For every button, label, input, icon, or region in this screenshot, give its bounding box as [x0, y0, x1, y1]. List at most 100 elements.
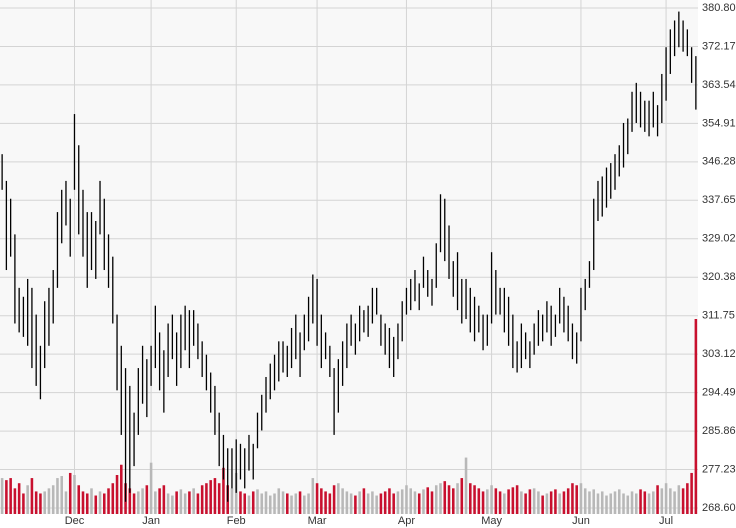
- volume-bar: [175, 491, 178, 514]
- volume-bar: [324, 491, 327, 514]
- y-tick-label: 354.91: [702, 117, 736, 129]
- volume-bar: [498, 491, 502, 514]
- y-tick-label: 303.12: [702, 348, 736, 360]
- volume-bar: [98, 491, 102, 514]
- volume-bar: [9, 478, 12, 514]
- volume-bar: [558, 493, 561, 514]
- volume-bar: [209, 480, 212, 514]
- volume-bar: [213, 478, 217, 514]
- volume-bar: [503, 493, 506, 514]
- x-tick-label: Dec: [65, 515, 85, 527]
- volume-bar: [264, 491, 268, 514]
- volume-bar: [537, 491, 540, 514]
- volume-bar: [328, 493, 332, 514]
- volume-bar: [451, 488, 455, 514]
- volume-bar: [439, 483, 442, 514]
- x-tick-label: Jul: [659, 515, 673, 527]
- volume-bar: [102, 493, 106, 514]
- volume-bar: [320, 488, 323, 514]
- volume-bar: [268, 495, 272, 514]
- volume-bar: [34, 491, 38, 514]
- volume-bar: [171, 495, 174, 514]
- volume-bar: [349, 493, 353, 514]
- volume-bar: [375, 495, 378, 514]
- volume-bar: [247, 495, 251, 514]
- volume-bar: [205, 483, 208, 514]
- volume-bar: [464, 457, 468, 514]
- volume-bar: [366, 493, 370, 514]
- volume-bar: [694, 319, 698, 514]
- volume-bar: [354, 495, 357, 514]
- volume-bar: [179, 489, 183, 514]
- volume-bar: [30, 478, 34, 514]
- volume-bar: [128, 488, 132, 514]
- volume-bar: [188, 491, 191, 514]
- volume-bar: [566, 488, 570, 514]
- volume-bar: [507, 489, 510, 514]
- volume-bar: [613, 491, 617, 514]
- volume-bar: [460, 478, 464, 514]
- volume-bar: [681, 488, 685, 514]
- volume-bar: [660, 488, 664, 514]
- volume-bar: [17, 483, 21, 514]
- volume-bar: [217, 483, 221, 514]
- volume-bar: [443, 481, 447, 514]
- volume-bar: [609, 493, 613, 514]
- y-tick-label: 372.17: [702, 40, 736, 52]
- volume-bar: [81, 491, 85, 514]
- volume-bar: [400, 489, 404, 514]
- volume-bar: [137, 491, 140, 514]
- volume-bar: [162, 485, 166, 514]
- volume-bar: [490, 485, 493, 514]
- y-tick-label: 311.75: [702, 310, 735, 322]
- volume-bar: [273, 493, 276, 514]
- volume-bar: [643, 491, 647, 514]
- volume-bar: [664, 483, 668, 514]
- volume-bar: [362, 488, 366, 514]
- volume-bar: [447, 485, 451, 514]
- volume-bar: [294, 493, 298, 514]
- volume-bar: [0, 478, 4, 514]
- volume-bar: [605, 495, 608, 514]
- volume-bar: [341, 488, 344, 514]
- volume-bar: [115, 475, 119, 514]
- volume-bar: [277, 488, 281, 514]
- volume-bar: [303, 495, 306, 514]
- volume-bar: [409, 488, 412, 514]
- plot-area: [0, 0, 698, 514]
- volume-bar: [192, 488, 195, 514]
- volume-bar: [652, 491, 655, 514]
- y-tick-label: 320.38: [702, 271, 736, 283]
- volume-bar: [77, 485, 81, 514]
- volume-bar: [630, 491, 634, 514]
- volume-bar: [145, 485, 149, 514]
- volume-bar: [677, 485, 681, 514]
- volume-bar: [511, 487, 515, 514]
- volume-bar: [579, 483, 583, 514]
- y-tick-label: 337.65: [702, 194, 736, 206]
- volume-bar: [166, 493, 170, 514]
- volume-bar: [73, 475, 76, 514]
- y-tick-label: 294.49: [702, 387, 736, 399]
- volume-bar: [60, 476, 63, 514]
- volume-bar: [396, 491, 400, 514]
- volume-bar: [417, 493, 421, 514]
- volume-bar: [469, 483, 472, 514]
- volume-bar: [434, 485, 438, 514]
- volume-bar: [311, 478, 315, 514]
- y-tick-label: 363.54: [702, 79, 736, 91]
- volume-bar: [230, 488, 234, 514]
- volume-bar: [298, 491, 302, 514]
- volume-bar: [239, 491, 242, 514]
- volume-bar: [545, 493, 549, 514]
- volume-bar: [90, 488, 93, 514]
- volume-bar: [673, 491, 676, 514]
- volume-bar: [379, 493, 383, 514]
- volume-bar: [456, 483, 459, 514]
- y-tick-label: 285.86: [702, 425, 736, 437]
- volume-bar: [383, 491, 387, 514]
- volume-bar: [686, 483, 689, 514]
- volume-bar: [222, 467, 225, 514]
- x-tick-label: Jun: [572, 515, 590, 527]
- volume-bar: [494, 488, 498, 514]
